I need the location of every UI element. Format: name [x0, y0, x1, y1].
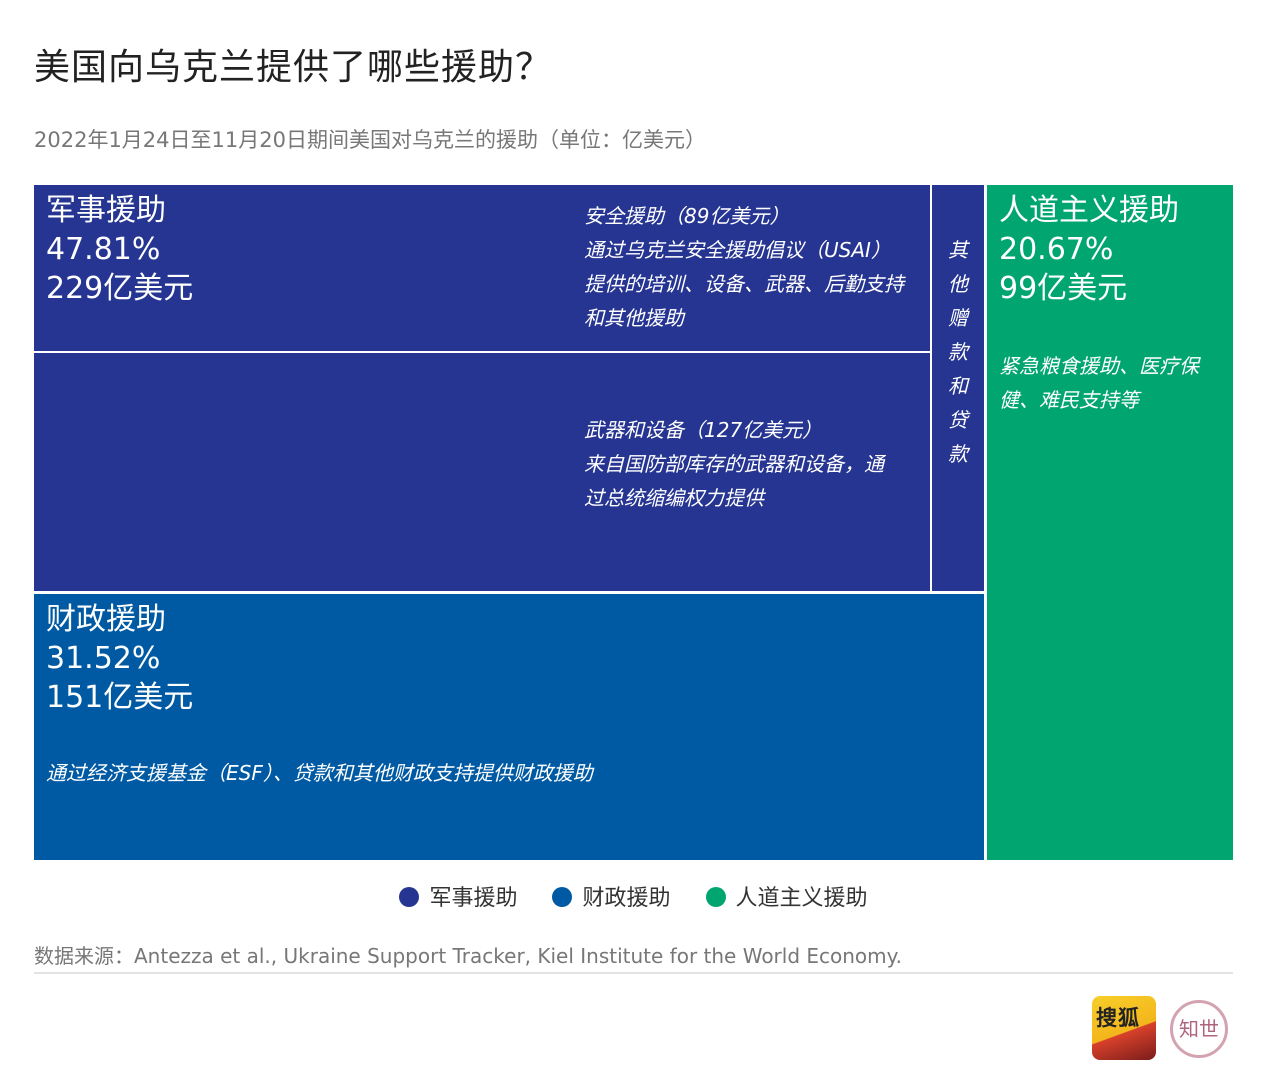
weapons-title: 武器和设备（127亿美元）	[584, 418, 823, 442]
military-amount: 229亿美元	[46, 271, 194, 306]
financial-amount: 151亿美元	[46, 680, 194, 715]
sohu-logo: 搜狐	[1092, 996, 1156, 1060]
weapons-desc-block: 武器和设备（127亿美元） 来自国防部库存的武器和设备，通过总统缩编权力提供	[584, 413, 884, 515]
financial-desc: 通过经济支援基金（ESF）、贷款和其他财政支持提供财政援助	[46, 761, 593, 785]
humanitarian-cell: 人道主义援助 20.67% 99亿美元 紧急粮食援助、医疗保健、难民支持等	[987, 185, 1233, 860]
military-name: 军事援助	[46, 193, 166, 228]
chart-title: 美国向乌克兰提供了哪些援助？	[34, 47, 553, 88]
humanitarian-percent: 20.67%	[999, 232, 1114, 267]
humanitarian-label: 人道主义援助 20.67% 99亿美元	[999, 191, 1179, 308]
humanitarian-desc: 紧急粮食援助、医疗保健、难民支持等	[999, 354, 1199, 412]
security-desc: 通过乌克兰安全援助倡议（USAI）提供的培训、设备、武器、后勤支持和其他援助	[584, 238, 904, 330]
humanitarian-name: 人道主义援助	[999, 193, 1179, 228]
legend-dot-humanitarian	[705, 887, 726, 907]
security-title: 安全援助（89亿美元）	[584, 204, 790, 228]
divider	[34, 972, 1233, 974]
legend: 军事援助 财政援助 人道主义援助	[0, 880, 1267, 912]
chart-subtitle: 2022年1月24日至11月20日期间美国对乌克兰的援助（单位：亿美元）	[34, 128, 706, 152]
zhishi-logo: 知世	[1170, 1000, 1228, 1058]
zhishi-logo-text: 知世	[1179, 1017, 1219, 1041]
legend-dot-financial	[552, 887, 573, 907]
legend-item-humanitarian: 人道主义援助	[705, 880, 868, 912]
legend-item-military: 军事援助	[399, 880, 517, 912]
legend-dot-military	[399, 887, 420, 907]
other-grants-label: 其他赠款和贷款	[948, 238, 968, 466]
humanitarian-amount: 99亿美元	[999, 271, 1128, 306]
legend-label-military: 军事援助	[429, 886, 518, 911]
military-security-cell: 军事援助 47.81% 229亿美元 安全援助（89亿美元） 通过乌克兰安全援助…	[34, 185, 930, 351]
military-other-cell: 其他赠款和贷款	[932, 185, 984, 591]
legend-item-financial: 财政援助	[552, 880, 671, 912]
legend-label-humanitarian: 人道主义援助	[735, 886, 868, 911]
legend-label-financial: 财政援助	[582, 886, 671, 911]
security-desc-block: 安全援助（89亿美元） 通过乌克兰安全援助倡议（USAI）提供的培训、设备、武器…	[584, 199, 904, 335]
financial-cell: 财政援助 31.52% 151亿美元 通过经济支援基金（ESF）、贷款和其他财政…	[34, 594, 984, 860]
financial-percent: 31.52%	[46, 641, 161, 676]
military-weapons-cell: 武器和设备（127亿美元） 来自国防部库存的武器和设备，通过总统缩编权力提供	[34, 353, 930, 591]
data-source: 数据来源：Antezza et al., Ukraine Support Tra…	[34, 944, 902, 968]
financial-label: 财政援助 31.52% 151亿美元	[46, 600, 193, 717]
military-label: 军事援助 47.81% 229亿美元	[46, 191, 193, 308]
military-percent: 47.81%	[46, 232, 161, 267]
financial-name: 财政援助	[46, 602, 166, 637]
weapons-desc: 来自国防部库存的武器和设备，通过总统缩编权力提供	[584, 452, 884, 510]
sohu-logo-text: 搜狐	[1096, 1006, 1140, 1030]
